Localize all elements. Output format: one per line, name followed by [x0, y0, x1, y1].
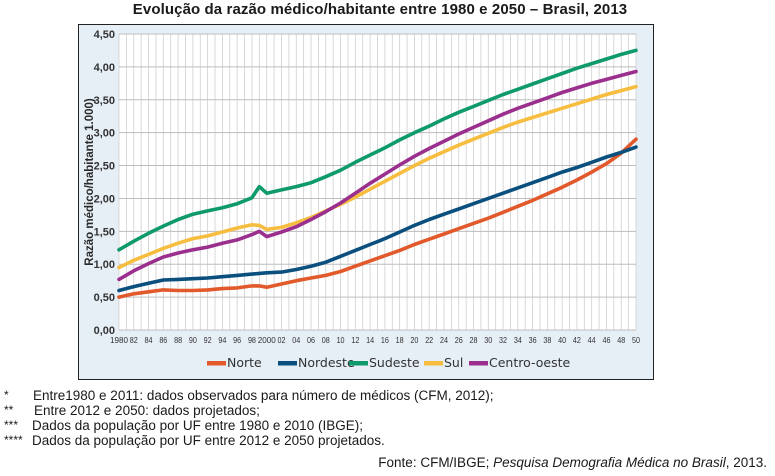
x-tick-label: 26: [455, 335, 463, 345]
x-tick-label: 50: [632, 335, 640, 345]
legend-label: Norte: [227, 355, 262, 370]
chart-title: Evolução da razão médico/habitante entre…: [132, 1, 628, 18]
y-tick-label: 2,50: [94, 161, 115, 173]
legend-swatch: [278, 361, 297, 366]
x-tick-label: 08: [322, 335, 330, 345]
x-tick-label: 94: [218, 335, 226, 345]
legend-label: Sul: [444, 355, 463, 370]
y-axis-label: Razão médico/habitante 1.000): [84, 98, 96, 266]
legend-swatch: [349, 361, 368, 366]
series-line-norte: [117, 137, 638, 299]
y-tick-label: 1,00: [94, 259, 115, 271]
footnote-text: Entre1980 e 2011: dados observados para …: [33, 388, 494, 403]
x-tick-label: 12: [351, 335, 359, 345]
footnote-mark: **: [4, 403, 14, 417]
footnote-mark: ***: [4, 418, 19, 432]
series-line-sul: [117, 84, 638, 270]
y-tick-label: 1,50: [94, 226, 115, 238]
x-tick-label: 38: [543, 335, 551, 345]
x-tick-label: 24: [440, 335, 448, 345]
legend-swatch: [424, 361, 443, 366]
y-tick-label: 3,50: [94, 95, 115, 107]
x-tick-label: 10: [337, 335, 345, 345]
y-tick-label: 4,50: [94, 29, 115, 41]
x-tick-label: 16: [381, 335, 389, 345]
grid: [118, 33, 637, 331]
legend-swatch: [469, 361, 488, 366]
x-tick-label: 34: [514, 335, 522, 345]
x-tick-label: 1980: [110, 335, 128, 345]
legend: Norte Nordeste Sudeste Sul Centro-oeste: [207, 355, 570, 370]
x-tick-label: 18: [396, 335, 404, 345]
y-axis-ticks: 0,00 0,50 1,00 1,50 2,00 2,50 3,00 3,50 4,00 4,50: [94, 29, 115, 337]
y-tick-label: 0,00: [94, 325, 115, 337]
source-suffix: , 2013.: [725, 455, 767, 470]
x-tick-label: 14: [366, 335, 374, 345]
source-prefix: Fonte: CFM/IBGE;: [378, 455, 494, 470]
y-tick-label: 4,00: [94, 62, 115, 74]
y-tick-label: 0,50: [94, 292, 115, 304]
series-line-centro-oeste: [117, 69, 638, 282]
x-tick-label: 22: [425, 335, 433, 345]
legend-swatch: [207, 361, 226, 366]
x-tick-label: 2000: [258, 335, 276, 345]
x-tick-label: 32: [499, 335, 507, 345]
x-tick-label: 48: [617, 335, 625, 345]
y-tick-label: 3,00: [94, 128, 115, 140]
x-tick-label: 04: [292, 335, 300, 345]
series-lines: [117, 48, 638, 299]
footnote-text: Entre 2012 e 2050: dados projetados;: [34, 403, 260, 418]
x-tick-label: 28: [470, 335, 478, 345]
x-tick-label: 06: [307, 335, 315, 345]
x-axis-ticks: 1980 82 84 86 88 90 92 94 96 98 2000 02 04 06 08 10 12 14…: [110, 335, 640, 345]
x-tick-label: 88: [174, 335, 182, 345]
legend-label: Sudeste: [369, 355, 420, 370]
x-tick-label: 96: [233, 335, 241, 345]
source-citation: Fonte: CFM/IBGE; Pesquisa Demografia Méd…: [378, 455, 767, 470]
x-tick-label: 90: [189, 335, 197, 345]
x-tick-label: 98: [248, 335, 256, 345]
x-tick-label: 86: [159, 335, 167, 345]
footnote-text: Dados da população por UF entre 1980 e 2…: [32, 418, 363, 433]
source-title: Pesquisa Demografia Médica no Brasil: [493, 455, 726, 470]
x-tick-label: 02: [277, 335, 285, 345]
x-tick-label: 84: [145, 335, 153, 345]
series-line-sudeste: [117, 48, 638, 252]
y-tick-label: 2,00: [94, 193, 115, 205]
x-tick-label: 20: [410, 335, 418, 345]
legend-label: Centro-oeste: [489, 355, 570, 370]
x-tick-label: 36: [529, 335, 537, 345]
legend-label: Nordeste: [298, 355, 355, 370]
series-line-nordeste: [117, 145, 638, 293]
x-tick-label: 46: [602, 335, 610, 345]
x-tick-label: 40: [558, 335, 566, 345]
x-tick-label: 30: [484, 335, 492, 345]
x-tick-label: 42: [573, 335, 581, 345]
footnote-mark: ****: [4, 433, 23, 447]
x-tick-label: 44: [588, 335, 596, 345]
footnote-mark: *: [4, 388, 9, 402]
x-tick-label: 92: [204, 335, 212, 345]
x-tick-label: 82: [130, 335, 138, 345]
footnote-text: Dados da população por UF entre 2012 e 2…: [32, 433, 385, 448]
